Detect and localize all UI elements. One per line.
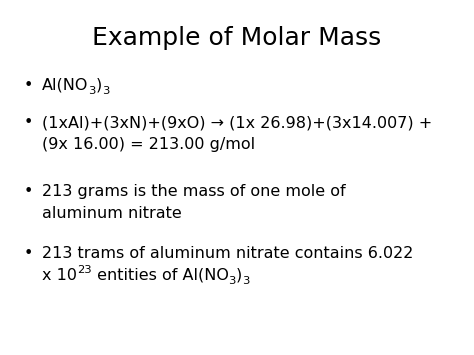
Text: (9x 16.00) = 213.00 g/mol: (9x 16.00) = 213.00 g/mol — [42, 137, 255, 152]
Text: x 10: x 10 — [42, 268, 77, 283]
Text: aluminum nitrate: aluminum nitrate — [42, 206, 182, 221]
Text: 3: 3 — [88, 86, 96, 96]
Text: (1xAl)+(3xN)+(9xO) → (1x 26.98)+(3x14.007) +: (1xAl)+(3xN)+(9xO) → (1x 26.98)+(3x14.00… — [42, 115, 432, 130]
Text: 3: 3 — [102, 86, 109, 96]
Text: entities of Al(NO: entities of Al(NO — [91, 268, 228, 283]
Text: Al(NO: Al(NO — [42, 78, 88, 93]
Text: ): ) — [236, 268, 242, 283]
Text: Example of Molar Mass: Example of Molar Mass — [92, 26, 382, 50]
Text: 3: 3 — [228, 276, 236, 286]
Text: 23: 23 — [77, 265, 91, 275]
Text: •: • — [23, 78, 33, 93]
Text: 3: 3 — [242, 276, 249, 286]
Text: •: • — [23, 184, 33, 199]
Text: •: • — [23, 115, 33, 130]
Text: •: • — [23, 246, 33, 261]
Text: 213 trams of aluminum nitrate contains 6.022: 213 trams of aluminum nitrate contains 6… — [42, 246, 413, 261]
Text: ): ) — [96, 78, 102, 93]
Text: 213 grams is the mass of one mole of: 213 grams is the mass of one mole of — [42, 184, 346, 199]
